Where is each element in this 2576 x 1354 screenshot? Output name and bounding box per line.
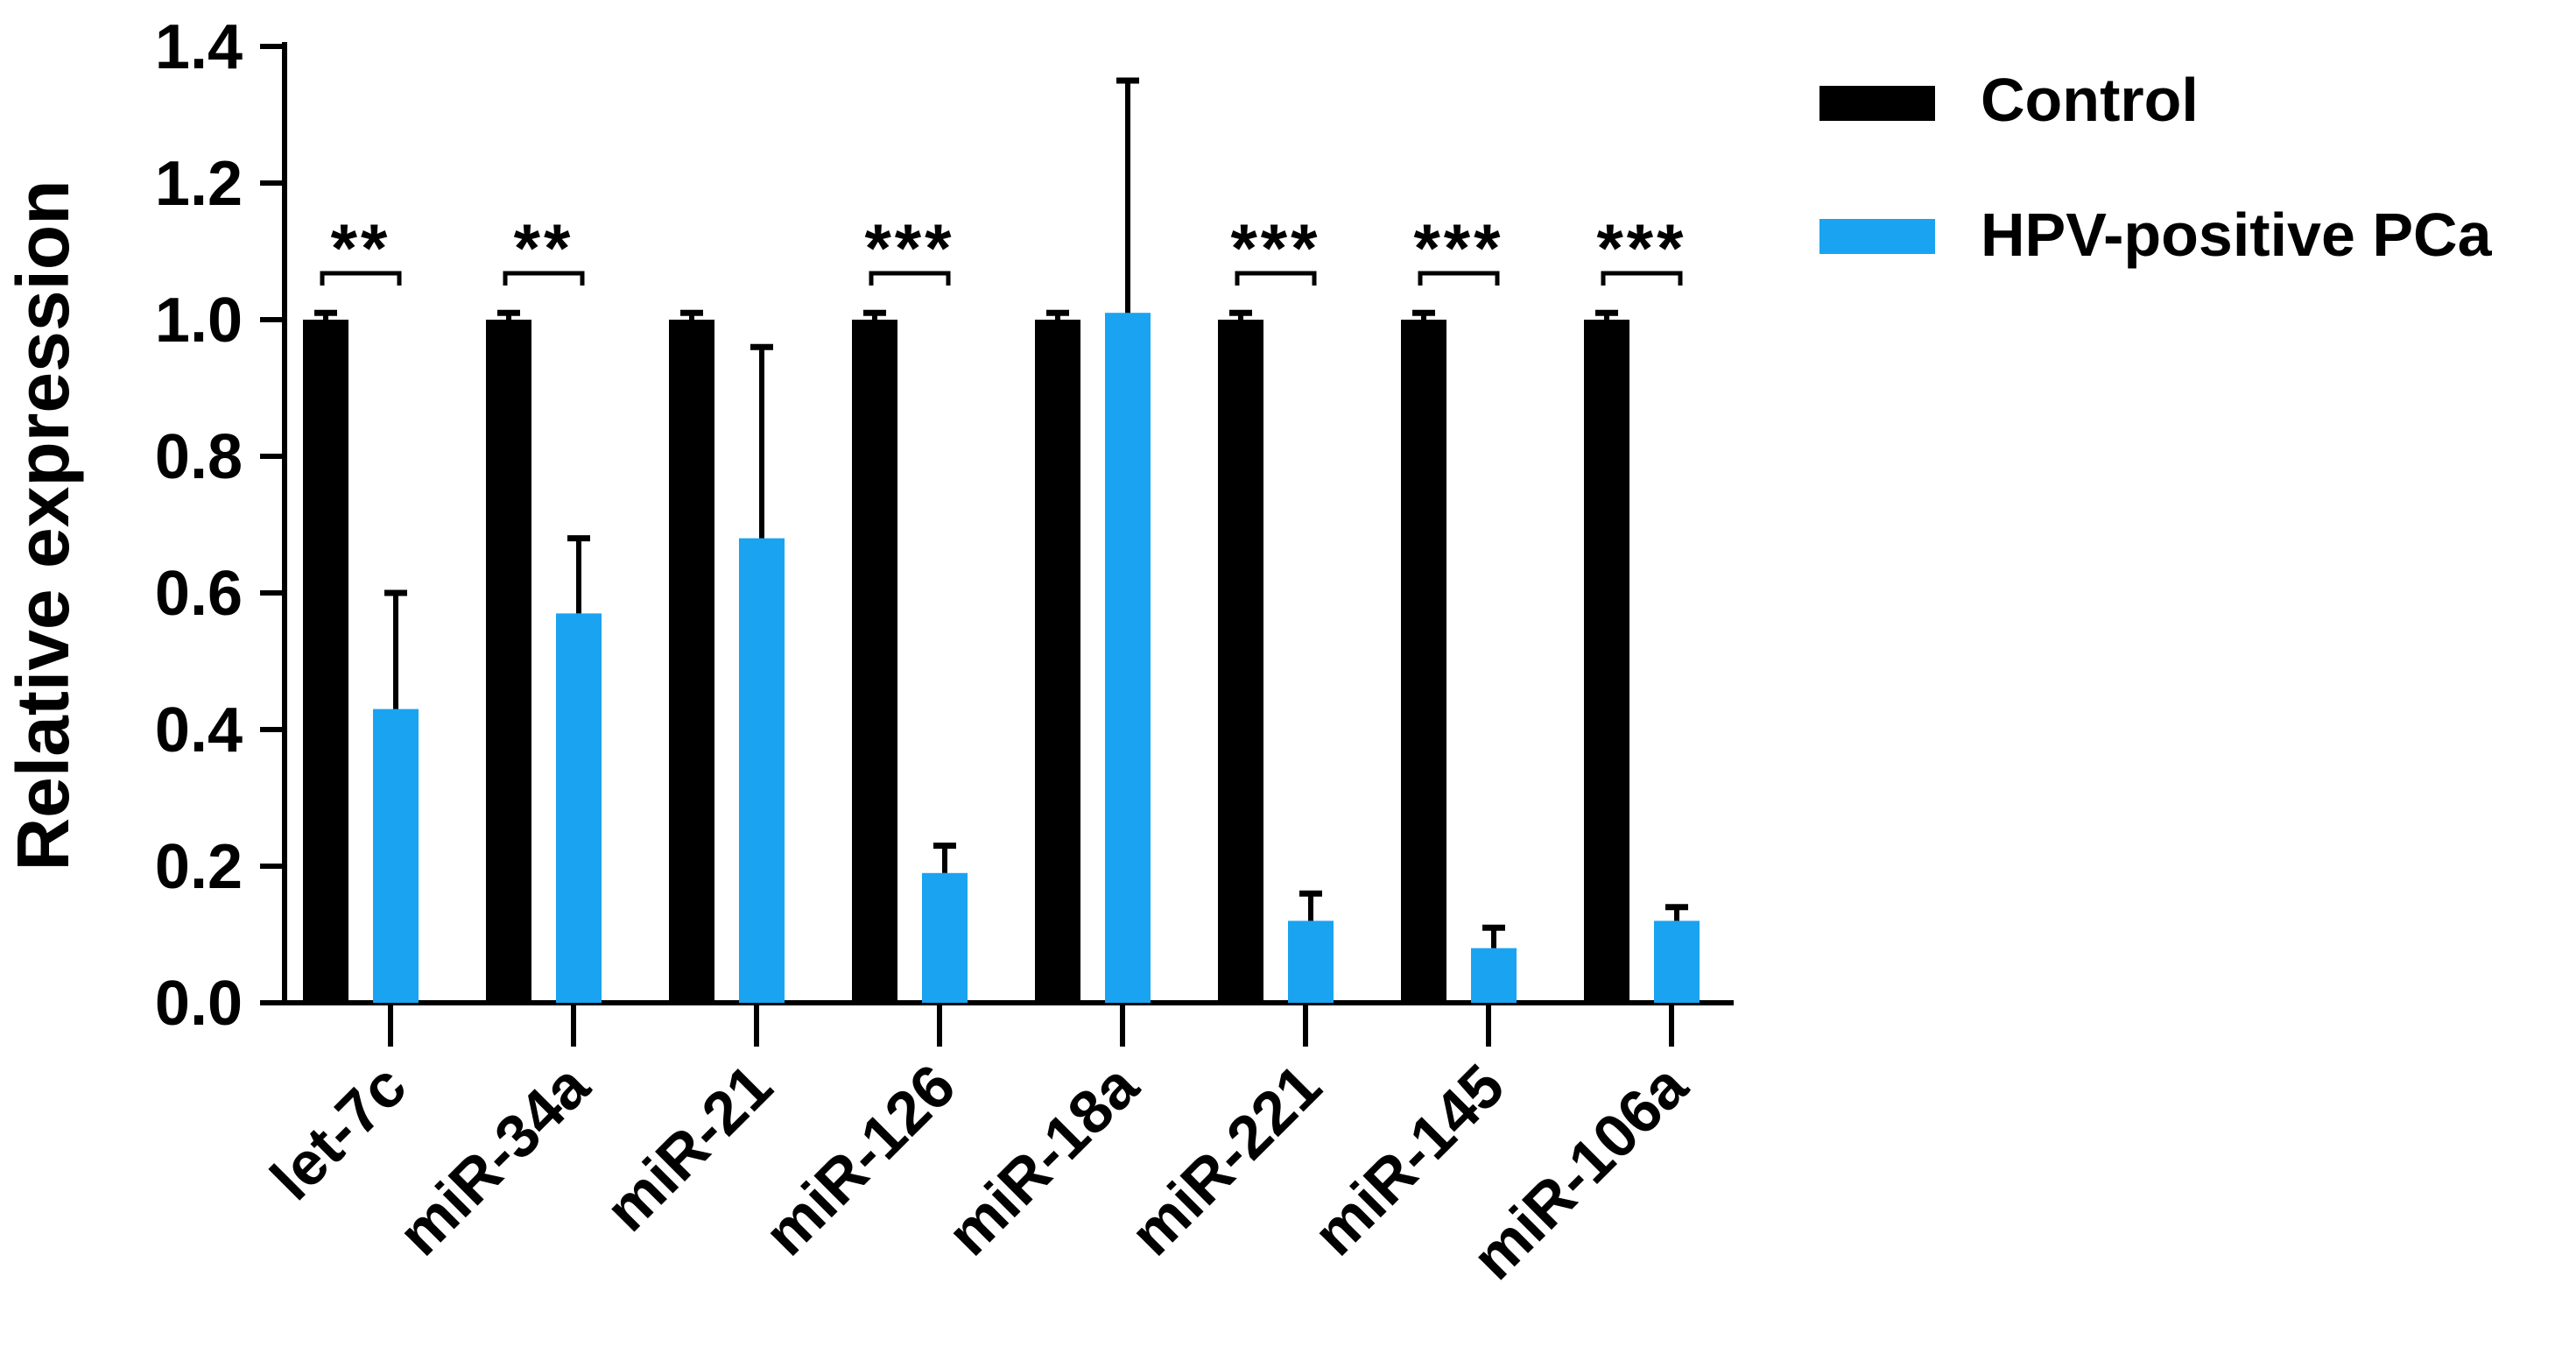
significance-bracket (869, 271, 951, 286)
bar-hpv (739, 538, 785, 1003)
y-tick-label: 0.6 (155, 559, 243, 629)
legend-label-hpv: HPV-positive PCa (1981, 201, 2493, 269)
bar-control (852, 320, 897, 1003)
legend-label-control: Control (1981, 66, 2199, 134)
significance-bracket (320, 271, 402, 286)
x-tick-label: miR-18a (934, 1051, 1151, 1268)
y-tick-label: 0.8 (155, 422, 243, 492)
bar-hpv (1654, 920, 1700, 1003)
bar-control (1035, 320, 1080, 1003)
legend-swatch-hpv (1819, 219, 1935, 254)
bar-hpv (1288, 920, 1334, 1003)
significance-bracket (1601, 271, 1683, 286)
bars (303, 77, 1700, 1003)
y-tick-label: 0.4 (155, 695, 243, 765)
y-tick-label: 0.0 (155, 969, 243, 1039)
y-axis-label: Relative expression (2, 180, 84, 871)
significance-markers: ** ** *** *** *** *** (320, 209, 1686, 286)
bar-control (303, 320, 348, 1003)
bar-control (1401, 320, 1446, 1003)
significance-bracket (1235, 271, 1317, 286)
bar-hpv (556, 613, 602, 1003)
x-tick-label: let-7c (257, 1051, 419, 1212)
significance-label: ** (331, 209, 391, 286)
legend-swatch-control (1819, 86, 1935, 121)
y-tick-label: 1.2 (155, 149, 243, 219)
bar-hpv (1471, 948, 1517, 1003)
significance-label: *** (1413, 209, 1503, 286)
significance-label: *** (1596, 209, 1686, 286)
significance-bracket (1418, 271, 1500, 286)
legend: Control HPV-positive PCa (1819, 66, 2493, 269)
bar-hpv (922, 872, 968, 1003)
y-tick-label: 1.4 (155, 12, 243, 82)
x-tick-label: miR-221 (1117, 1051, 1334, 1268)
significance-label: ** (514, 209, 574, 286)
y-tick-label: 0.2 (155, 832, 243, 902)
x-tick-label: miR-126 (751, 1051, 968, 1268)
significance-bracket (503, 271, 585, 286)
bar-hpv (373, 709, 419, 1003)
bar-control (669, 320, 714, 1003)
bar-hpv (1105, 313, 1151, 1003)
bar-control (486, 320, 531, 1003)
significance-label: *** (864, 209, 954, 286)
significance-label: *** (1230, 209, 1320, 286)
x-tick-label: miR-34a (385, 1051, 602, 1268)
bar-control (1218, 320, 1263, 1003)
y-tick-label: 1.0 (155, 286, 243, 356)
bar-control (1584, 320, 1629, 1003)
